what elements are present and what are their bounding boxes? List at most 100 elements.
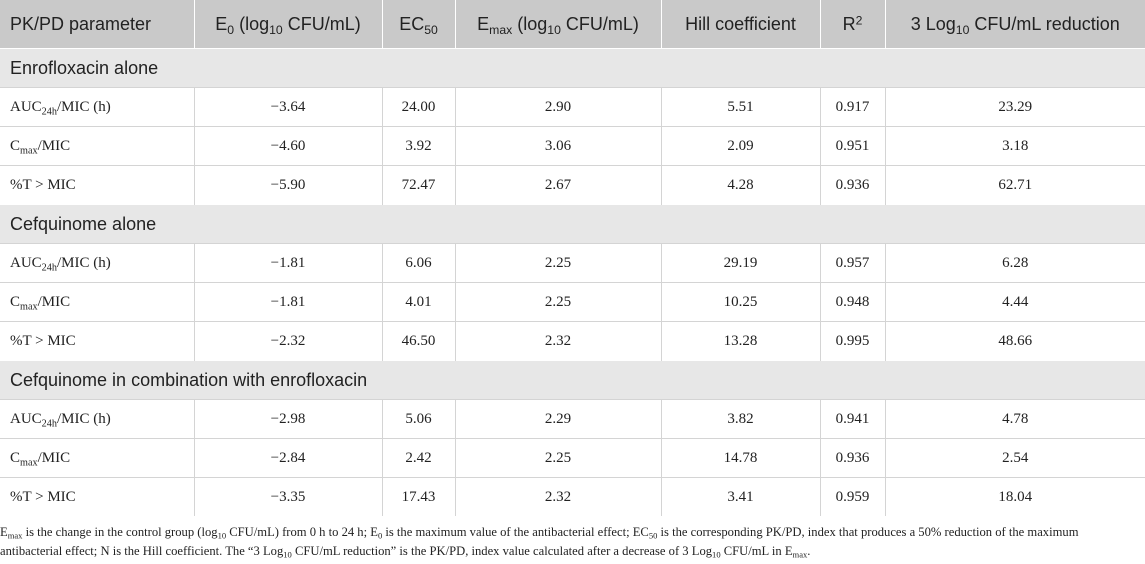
pkpd-table: PK/PD parameter E0 (log10 CFU/mL) EC50 Emax… — [0, 0, 1145, 516]
value-cell: 10.25 — [660, 282, 820, 322]
value-cell: 13.28 — [660, 321, 820, 361]
parameter-cell: AUC24h/MIC (h) — [0, 399, 194, 439]
value-cell: 5.06 — [381, 399, 455, 439]
text-fragment: CFU/mL) — [282, 14, 361, 34]
value-cell: 24.00 — [381, 87, 455, 127]
table-footnote: Emax is the change in the control group … — [0, 525, 1079, 560]
value-cell: 3.18 — [884, 126, 1145, 166]
value-cell: 23.29 — [884, 87, 1145, 127]
value-cell: 62.71 — [884, 165, 1145, 205]
text-fragment: CFU/mL) — [560, 14, 639, 34]
value-cell: 4.44 — [884, 282, 1145, 322]
value-cell: 3.92 — [381, 126, 455, 166]
value-cell: 0.957 — [819, 243, 885, 283]
column-header: E0 (log10 CFU/mL) — [194, 0, 383, 49]
text-fragment: 24h — [41, 417, 57, 429]
value-cell: 0.959 — [819, 477, 885, 516]
text-fragment: /MIC (h) — [56, 254, 111, 271]
value-cell: 0.948 — [819, 282, 885, 322]
value-cell: 17.43 — [381, 477, 455, 516]
text-fragment: 0 — [227, 22, 235, 37]
parameter-cell: Cmax/MIC — [0, 282, 194, 322]
parameter-cell: Cmax/MIC — [0, 438, 194, 478]
text-fragment: %T > MIC — [10, 176, 76, 193]
value-cell: 0.936 — [819, 438, 885, 478]
table-row: %T > MIC −5.90 72.47 2.67 4.28 0.936 62.71 — [0, 165, 1145, 205]
group-row: Cefquinome alone — [0, 204, 1145, 244]
table-row: %T > MIC −2.32 46.50 2.32 13.28 0.995 48.66 — [0, 321, 1145, 361]
text-fragment: 24h — [41, 261, 57, 273]
value-cell: 2.42 — [381, 438, 455, 478]
value-cell: −4.60 — [193, 126, 382, 166]
value-cell: 4.28 — [660, 165, 820, 205]
value-cell: 2.32 — [454, 321, 661, 361]
value-cell: 0.951 — [819, 126, 885, 166]
text-fragment: 50 — [424, 22, 438, 37]
text-fragment: 24h — [41, 105, 57, 117]
value-cell: 2.09 — [660, 126, 820, 166]
value-cell: 2.25 — [454, 243, 661, 283]
table-body: Enrofloxacin alone AUC24h/MIC (h) −3.64 24.… — [0, 48, 1145, 516]
value-cell: 2.67 — [454, 165, 661, 205]
text-fragment: /MIC (h) — [56, 98, 111, 115]
value-cell: −2.98 — [193, 399, 382, 439]
header-row: PK/PD parameter E0 (log10 CFU/mL) EC50 Emax… — [0, 0, 1145, 49]
text-fragment: max — [20, 456, 38, 468]
value-cell: 3.82 — [660, 399, 820, 439]
value-cell: 0.995 — [819, 321, 885, 361]
text-fragment: C — [10, 137, 21, 154]
text-fragment: E — [215, 14, 228, 34]
table-row: Cmax/MIC −4.60 3.92 3.06 2.09 0.951 3.18 — [0, 126, 1145, 166]
value-cell: 14.78 — [660, 438, 820, 478]
value-cell: 48.66 — [884, 321, 1145, 361]
value-cell: 2.54 — [884, 438, 1145, 478]
value-cell: 0.936 — [819, 165, 885, 205]
column-header: Hill coefficient — [661, 0, 821, 49]
table-row: %T > MIC −3.35 17.43 2.32 3.41 0.959 18.04 — [0, 477, 1145, 516]
value-cell: 0.917 — [819, 87, 885, 127]
value-cell: 2.29 — [454, 399, 661, 439]
value-cell: −3.35 — [193, 477, 382, 516]
column-header: 3 Log10 CFU/mL reduction — [885, 0, 1145, 49]
value-cell: −3.64 — [193, 87, 382, 127]
text-fragment: max — [20, 300, 38, 312]
value-cell: 72.47 — [381, 165, 455, 205]
text-fragment: max — [20, 144, 38, 156]
value-cell: 46.50 — [381, 321, 455, 361]
text-fragment: %T > MIC — [10, 332, 76, 349]
text-fragment: /MIC — [37, 137, 71, 154]
group-title: Enrofloxacin alone — [0, 48, 1145, 88]
value-cell: 18.04 — [884, 477, 1145, 516]
text-fragment: %T > MIC — [10, 488, 76, 505]
column-header: Emax (log10 CFU/mL) — [455, 0, 662, 49]
table-row: AUC24h/MIC (h) −2.98 5.06 2.29 3.82 0.941 4.78 — [0, 399, 1145, 439]
parameter-cell: AUC24h/MIC (h) — [0, 243, 194, 283]
text-fragment: /MIC (h) — [56, 410, 111, 427]
column-header: R2 — [820, 0, 886, 49]
text-fragment: CFU/mL reduction — [969, 14, 1120, 34]
value-cell: 6.28 — [884, 243, 1145, 283]
text-fragment: 3 Log — [910, 14, 956, 34]
table-row: AUC24h/MIC (h) −1.81 6.06 2.25 29.19 0.957 6.2… — [0, 243, 1145, 283]
value-cell: −1.81 — [193, 243, 382, 283]
value-cell: 3.41 — [660, 477, 820, 516]
column-header: EC50 — [382, 0, 456, 49]
text-fragment: AUC — [10, 98, 42, 115]
text-fragment: (log — [512, 14, 548, 34]
text-fragment: AUC — [10, 410, 42, 427]
parameter-cell: %T > MIC — [0, 321, 194, 361]
value-cell: 5.51 — [660, 87, 820, 127]
value-cell: 2.90 — [454, 87, 661, 127]
group-title: Cefquinome in combination with enrofloxa… — [0, 360, 1145, 400]
text-fragment: E — [477, 14, 490, 34]
value-cell: 3.06 — [454, 126, 661, 166]
value-cell: 4.78 — [884, 399, 1145, 439]
value-cell: −2.84 — [193, 438, 382, 478]
text-fragment: AUC — [10, 254, 42, 271]
value-cell: −5.90 — [193, 165, 382, 205]
text-fragment: 10 — [955, 22, 970, 37]
text-fragment: 10 — [547, 22, 561, 37]
text-fragment: /MIC — [37, 449, 71, 466]
table-row: Cmax/MIC −1.81 4.01 2.25 10.25 0.948 4.44 — [0, 282, 1145, 322]
text-fragment: R — [842, 14, 856, 34]
